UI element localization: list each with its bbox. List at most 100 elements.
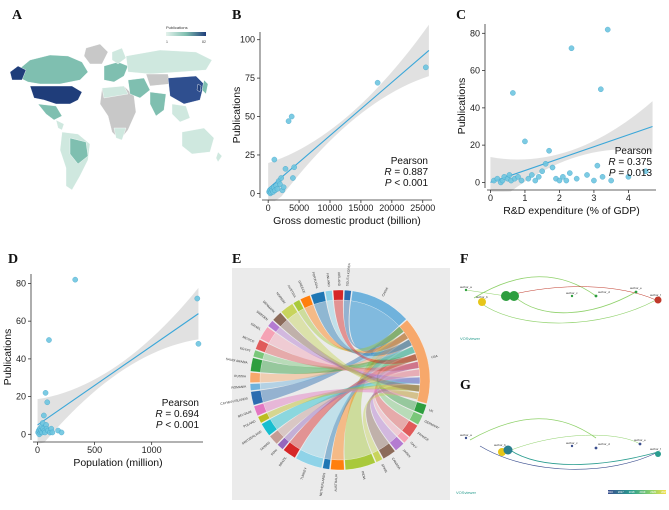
y-tick-label-c: 60 — [470, 66, 480, 76]
chord-label: CHINA — [381, 286, 390, 297]
data-point-d — [49, 429, 56, 436]
chord-arc — [413, 401, 427, 415]
data-point-d — [44, 399, 51, 406]
chord-label: SPAIN — [380, 463, 388, 474]
data-point-c — [625, 174, 632, 180]
data-point-b — [288, 113, 295, 120]
data-point-c — [642, 168, 649, 175]
chord-arc — [283, 442, 301, 459]
x-axis-label-d: Population (million) — [73, 457, 162, 469]
network-g-label-4: author_e — [634, 438, 646, 442]
chord-arc — [378, 443, 396, 459]
chord-label: ROMANIA — [231, 384, 247, 389]
chord-arc — [389, 436, 404, 451]
chord-label: AUSTRALIA — [334, 473, 339, 492]
x-tick-label-b: 25000 — [410, 203, 435, 213]
chord-ribbon — [376, 353, 418, 420]
chord-ribbon — [263, 388, 419, 412]
data-point-b — [271, 156, 278, 163]
network-g: author_a author_b author_c author_d auth… — [456, 418, 667, 495]
x-tick-label-c: 3 — [591, 193, 596, 203]
chord-label: GREECE — [297, 280, 306, 294]
colorbar-tick: 2021 — [661, 490, 667, 494]
chord-arc — [295, 449, 324, 469]
x-axis-label-c: R&D expenditure (% of GDP) — [503, 205, 640, 217]
data-point-d — [194, 295, 201, 302]
chord-ribbon — [349, 300, 409, 355]
chord-arc — [300, 295, 314, 309]
chord-arc — [255, 339, 269, 353]
network-f-node — [654, 296, 662, 304]
panel-label-f: F — [460, 252, 469, 267]
network-f-watermark: VOSviewer — [460, 336, 481, 341]
chord-arc — [332, 289, 344, 301]
chord-ribbon — [300, 346, 416, 459]
x-axis-label-b: Gross domestic product (billion) — [273, 215, 421, 227]
colorbar-tick: 2019 — [640, 490, 646, 494]
chord-label: TURKEY — [300, 466, 309, 480]
chord-ribbon — [260, 332, 409, 390]
data-point-c — [584, 172, 590, 178]
network-g-label-5: author_f — [650, 447, 661, 451]
data-point-c — [546, 147, 552, 154]
chord-arc — [250, 357, 263, 373]
data-point-c — [525, 175, 532, 182]
chord-label: IRAN — [270, 448, 279, 457]
chord-arc — [249, 372, 261, 383]
network-f-label-4: author_e — [630, 286, 642, 290]
data-point-d — [41, 412, 47, 419]
network-f-label-1: author_b — [476, 295, 488, 299]
data-point-c — [506, 172, 513, 178]
data-point-c — [573, 175, 580, 182]
y-tick-label-b: 25 — [245, 150, 255, 160]
network-g-colorbar — [608, 490, 666, 494]
data-point-b — [282, 165, 289, 172]
y-tick-label-d: 20 — [16, 392, 26, 402]
x-tick-label-d: 500 — [87, 445, 102, 455]
chord-arc — [397, 431, 410, 444]
chord-arc — [322, 458, 331, 470]
data-point-c — [599, 174, 606, 180]
x-tick-label-c: 4 — [626, 193, 631, 203]
x-tick-label-b: 5000 — [289, 203, 309, 213]
chord-ribbon — [333, 300, 418, 365]
chord-label: GERMANY — [424, 419, 441, 430]
data-point-c — [494, 175, 501, 182]
chord-label: SOUTH KOREA — [345, 262, 351, 286]
chord-ribbon — [343, 300, 404, 350]
chord-arc — [399, 319, 431, 404]
x-tick-label-d: 1000 — [142, 445, 162, 455]
data-point-c — [535, 174, 542, 180]
chord-label: BELGIUM — [237, 410, 252, 419]
y-tick-label-c: 20 — [470, 140, 480, 150]
data-point-d — [195, 340, 202, 347]
data-point-b — [278, 175, 284, 181]
chord-ribbon — [260, 339, 412, 383]
data-point-b — [274, 185, 281, 192]
colorbar-tick: 2017 — [618, 490, 624, 494]
chord-ribbon — [260, 346, 416, 374]
chord-label: EGYPT — [240, 346, 252, 353]
y-tick-label-d: 40 — [16, 354, 26, 364]
chord-ribbon — [373, 369, 420, 436]
chord-ribbon — [262, 353, 418, 370]
y-axis-label-c: Publications — [456, 78, 468, 135]
x-tick-label-c: 1 — [522, 193, 527, 203]
data-point-b — [291, 164, 297, 171]
network-f-node — [501, 291, 511, 301]
y-tick-label-c: 40 — [470, 103, 480, 113]
network-g-node — [503, 445, 513, 455]
data-point-c — [608, 177, 614, 184]
data-point-c — [542, 160, 549, 167]
network-f-label-3: author_d — [598, 290, 610, 294]
chord-ribbon — [376, 346, 417, 411]
chord-label: CAYMAN ISLANDS — [220, 396, 248, 406]
data-point-c — [598, 86, 604, 93]
data-point-c — [563, 177, 570, 184]
fit-line-d — [37, 313, 199, 426]
chord-ribbon — [277, 369, 420, 437]
colorbar-tick: 2020 — [650, 490, 656, 494]
